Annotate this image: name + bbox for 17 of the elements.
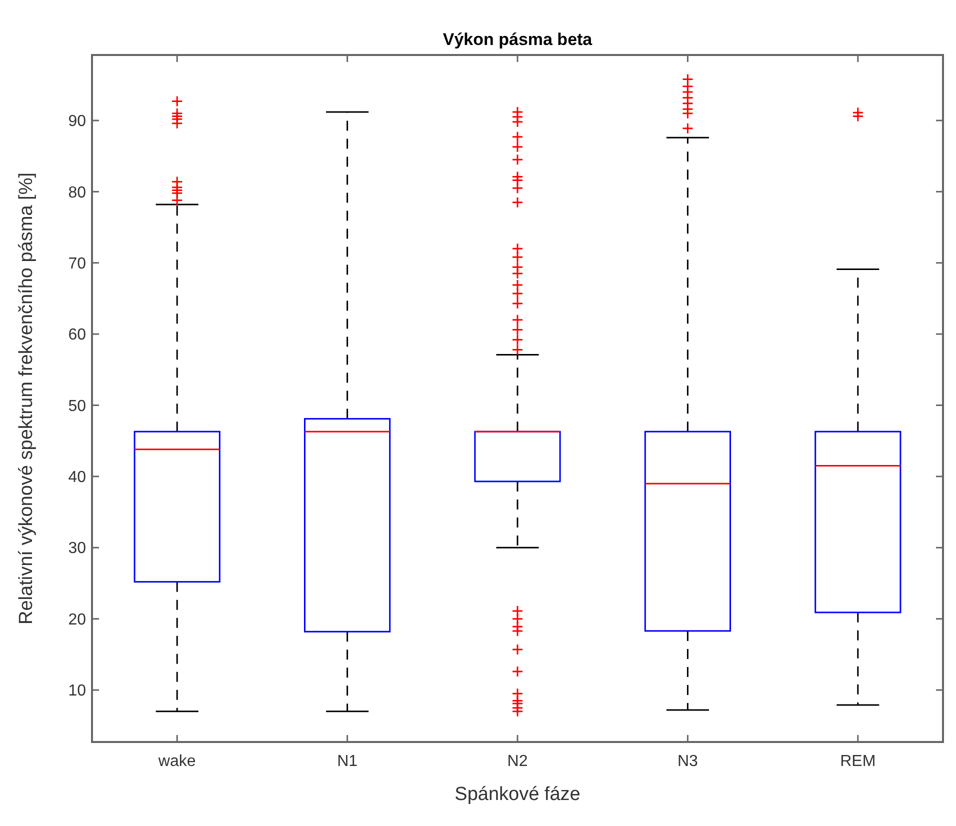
y-tick-label: 40	[68, 469, 86, 486]
y-tick-label: 30	[68, 540, 86, 558]
x-axis-title: Spánkové fáze	[454, 784, 580, 805]
x-tick-label: REM	[840, 753, 876, 770]
y-tick-label: 80	[68, 184, 86, 202]
y-axis-title: Relativní výkonové spektrum frekvenčního pásma [%]	[16, 172, 37, 624]
x-tick-label: wake	[157, 753, 196, 770]
y-tick-label: 90	[68, 113, 86, 130]
chart-title: Výkon pásma beta	[442, 30, 593, 49]
x-tick-label: N3	[677, 753, 698, 770]
y-tick-label: 10	[68, 682, 86, 700]
x-tick-label: N1	[337, 753, 358, 770]
y-tick-label: 60	[68, 326, 86, 344]
x-tick-label: N2	[507, 753, 528, 770]
y-tick-label: 50	[68, 398, 86, 415]
y-tick-label: 20	[68, 611, 86, 628]
y-tick-label: 70	[68, 255, 86, 272]
